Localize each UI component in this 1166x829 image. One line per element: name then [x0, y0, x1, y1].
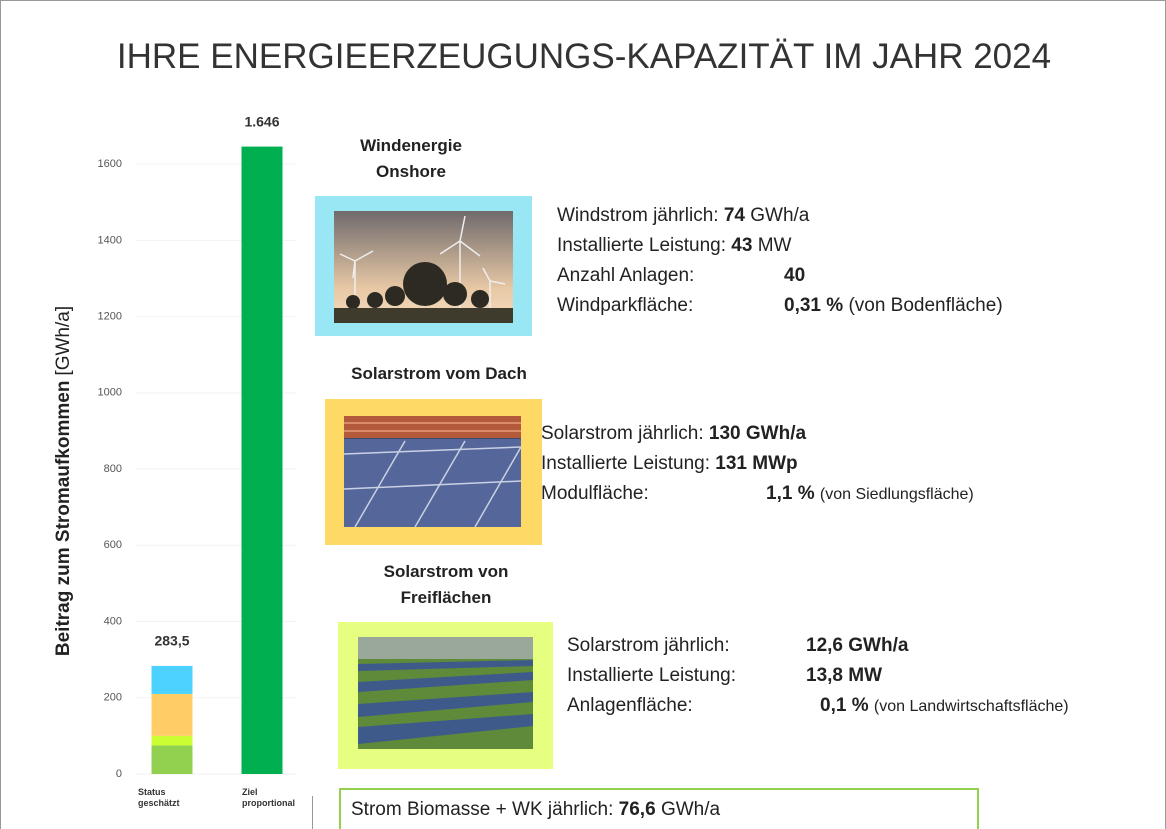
- fact-unit: GWh/a: [661, 799, 720, 820]
- slide: IHRE ENERGIEERZEUGUNGS-KAPAZITÄT IM JAHR…: [0, 0, 1166, 829]
- fact-row: Installierte Leistung: 131 MWp: [541, 449, 974, 479]
- fact-value: 131 MWp: [715, 453, 797, 474]
- total-label: 283,5: [154, 633, 189, 649]
- y-axis-label: Beitrag zum Stromaufkommen [GWh/a]: [53, 306, 74, 656]
- wind-image: [315, 196, 532, 336]
- y-axis-unit: [GWh/a]: [53, 306, 74, 376]
- y-tick-label: 800: [104, 463, 122, 475]
- fact-value: 74: [724, 205, 745, 226]
- bar-segment: [152, 736, 193, 746]
- fact-value: 0,1 %: [820, 695, 869, 716]
- fact-value: 13,8 MW: [806, 665, 882, 686]
- y-tick-label: 600: [104, 539, 122, 551]
- bar-segment: [242, 147, 283, 774]
- fact-label: Installierte Leistung:: [541, 449, 710, 479]
- fact-row: Anzahl Anlagen:40: [557, 261, 1003, 291]
- chart: Beitrag zum Stromaufkommen [GWh/a] 0 200 40…: [1, 1, 321, 829]
- y-tick-label: 1200: [98, 310, 122, 322]
- fact-value: 1,1 %: [766, 483, 815, 504]
- roof-image: [325, 399, 542, 545]
- fact-row: Installierte Leistung:13,8 MW: [567, 661, 1069, 691]
- y-tick-label: 1000: [98, 387, 122, 399]
- fact-row: Anlagenfläche:0,1 % (von Landwirtschafts…: [567, 691, 1069, 722]
- fact-label: Anlagenfläche:: [567, 691, 820, 721]
- wind-facts: Windstrom jährlich: 74 GWh/a Installiert…: [557, 201, 1003, 321]
- y-tick-label: 0: [116, 768, 122, 780]
- bar-segment: [152, 666, 193, 694]
- fact-value: 40: [784, 265, 805, 286]
- fact-row: Windstrom jährlich: 74 GWh/a: [557, 201, 1003, 231]
- category-label: Status geschätzt: [138, 787, 198, 809]
- roof-facts: Solarstrom jährlich: 130 GWh/a Installie…: [541, 419, 974, 510]
- fact-row: Windparkfläche:0,31 % (von Bodenfläche): [557, 291, 1003, 321]
- fact-label: Windparkfläche:: [557, 291, 784, 321]
- fact-row: Solarstrom jährlich: 130 GWh/a: [541, 419, 974, 449]
- field-facts: Solarstrom jährlich:12,6 GWh/a Installie…: [567, 631, 1069, 722]
- fact-unit: MW: [758, 235, 792, 256]
- y-tick-label: 1400: [98, 234, 122, 246]
- fact-label: Installierte Leistung:: [557, 231, 726, 261]
- title-line: Windenergie: [331, 133, 491, 159]
- fact-label: Anzahl Anlagen:: [557, 261, 784, 291]
- y-tick-label: 200: [104, 692, 122, 704]
- fact-row: Installierte Leistung: 43 MW: [557, 231, 1003, 261]
- title-line: Freiflächen: [356, 585, 536, 611]
- fact-value: 43: [731, 235, 752, 256]
- fact-label: Windstrom jährlich:: [557, 201, 719, 231]
- fact-label: Solarstrom jährlich:: [541, 419, 704, 449]
- fact-row: Solarstrom jährlich:12,6 GWh/a: [567, 631, 1069, 661]
- fact-label: Solarstrom jährlich:: [567, 631, 806, 661]
- fact-note: (von Bodenfläche): [848, 295, 1002, 316]
- field-image: [338, 622, 553, 769]
- fact-value: 12,6 GWh/a: [806, 635, 908, 656]
- fact-value: 0,31 %: [784, 295, 843, 316]
- total-label: 1.646: [244, 113, 279, 129]
- fact-row: Modulfläche:1,1 % (von Siedlungsfläche): [541, 479, 974, 510]
- fact-label: Modulfläche:: [541, 479, 766, 509]
- fact-note: (von Siedlungsfläche): [820, 486, 974, 503]
- bio-box: Strom Biomasse + WK jährlich: 76,6 GWh/a: [339, 788, 979, 829]
- category-label: Ziel proportional: [242, 787, 312, 809]
- y-tick-label: 400: [104, 615, 122, 627]
- title-line: Onshore: [331, 159, 491, 185]
- divider: [312, 796, 313, 829]
- fact-label: Strom Biomasse + WK jährlich:: [351, 799, 613, 820]
- title-line: Solarstrom von: [356, 559, 536, 585]
- fact-label: Installierte Leistung:: [567, 661, 806, 691]
- bar-segment: [152, 745, 193, 774]
- y-axis-title: Beitrag zum Stromaufkommen: [53, 381, 74, 657]
- roof-title: Solarstrom vom Dach: [301, 361, 577, 387]
- fact-value: 130 GWh/a: [709, 423, 806, 444]
- fact-unit: GWh/a: [750, 205, 809, 226]
- y-tick-label: 1600: [98, 158, 122, 170]
- fact-value: 76,6: [619, 799, 656, 820]
- fact-note: (von Landwirtschaftsfläche): [874, 698, 1069, 715]
- bar-segment: [152, 694, 193, 736]
